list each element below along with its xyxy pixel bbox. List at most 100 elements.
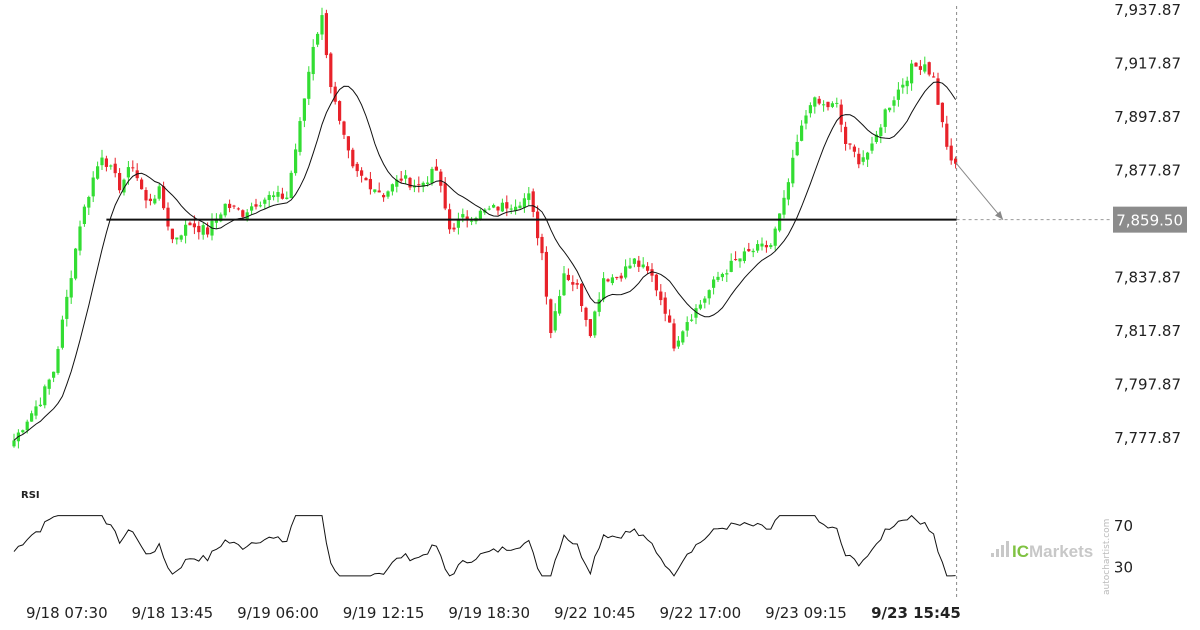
candle-up <box>861 157 865 162</box>
candle-up <box>461 214 465 218</box>
candle-down <box>140 179 144 190</box>
candle-up <box>725 273 729 275</box>
candle-up <box>870 143 874 151</box>
candle-up <box>311 46 315 75</box>
candle-up <box>404 175 408 179</box>
candle-up <box>386 191 390 197</box>
y-tick-label: 7,817.87 <box>1114 322 1181 340</box>
candle-up <box>874 134 878 142</box>
candle-down <box>333 86 337 102</box>
candle-down <box>408 177 412 188</box>
candle-up <box>47 379 51 389</box>
candle-up <box>773 228 777 246</box>
candle-down <box>932 76 936 78</box>
candle-up <box>830 103 834 107</box>
logo-bars-icon <box>991 541 1009 557</box>
candle-down <box>166 207 170 227</box>
candle-down <box>192 223 196 228</box>
candle-up <box>720 273 724 278</box>
candle-up <box>786 182 790 200</box>
candle-up <box>153 198 157 204</box>
candle-down <box>496 206 500 211</box>
candle-down <box>747 248 751 252</box>
candle-down <box>280 193 284 199</box>
candle-up <box>901 84 905 88</box>
candle-down <box>232 205 236 207</box>
candle-up <box>514 206 518 211</box>
candle-up <box>272 195 276 198</box>
current-price-label: 7,859.50 <box>1116 212 1183 230</box>
candle-down <box>954 158 958 164</box>
candle-down <box>351 149 355 167</box>
candle-up <box>716 276 720 280</box>
candle-up <box>866 152 870 160</box>
candle-up <box>624 266 628 278</box>
candle-up <box>456 218 460 228</box>
icmarkets-logo: ICMarkets autochartist.com <box>991 519 1112 595</box>
candle-up <box>742 251 746 261</box>
candle-down <box>342 121 346 135</box>
candle-up <box>184 224 188 236</box>
candle-down <box>826 101 830 108</box>
x-tick-label: 9/18 13:45 <box>132 604 214 622</box>
candle-down <box>360 170 364 176</box>
y-tick-label: 7,917.87 <box>1114 55 1181 73</box>
candle-up <box>100 157 104 166</box>
candle-up <box>760 243 764 247</box>
candle-down <box>566 274 570 281</box>
candle-up <box>778 213 782 231</box>
candle-down <box>672 323 676 349</box>
candle-up <box>82 206 86 225</box>
candle-up <box>52 371 56 378</box>
autochartist-watermark: autochartist.com <box>1102 519 1112 595</box>
candle-up <box>558 296 562 314</box>
candle-down <box>206 227 210 235</box>
candle-up <box>87 196 91 208</box>
candle-up <box>267 194 271 200</box>
candle-up <box>294 149 298 174</box>
moving-average-line <box>13 81 957 441</box>
candle-up <box>219 214 223 222</box>
candle-down <box>368 178 372 190</box>
candle-up <box>38 404 42 407</box>
candle-up <box>795 141 799 156</box>
current-price-tag: 7,859.50 <box>1113 206 1187 233</box>
candle-up <box>157 186 161 199</box>
x-tick-label: 9/18 07:30 <box>26 604 108 622</box>
y-tick-label: 7,837.87 <box>1114 269 1181 287</box>
candle-up <box>500 202 504 212</box>
x-tick-label: 9/23 09:15 <box>765 604 847 622</box>
candle-down <box>940 102 944 123</box>
candle-up <box>835 102 839 104</box>
candle-down <box>584 307 588 320</box>
candle-down <box>452 227 456 230</box>
candle-up <box>632 258 636 264</box>
candle-up <box>628 265 632 269</box>
candle-down <box>228 203 232 208</box>
candle-up <box>522 198 526 208</box>
candle-up <box>694 308 698 318</box>
logo-bar <box>991 553 994 557</box>
rsi-level-label: 30 <box>1114 559 1133 577</box>
candle-down <box>434 166 438 171</box>
candle-up <box>56 349 60 373</box>
candle-down <box>382 194 386 198</box>
candle-up <box>430 168 434 184</box>
candle-down <box>857 153 861 165</box>
logo-text: ICMarkets <box>1012 542 1093 561</box>
candlestick-series <box>12 7 958 449</box>
logo-text-markets: Markets <box>1029 542 1093 561</box>
candle-down <box>364 177 368 181</box>
candle-up <box>707 290 711 299</box>
candle-down <box>606 279 610 282</box>
candle-up <box>65 296 69 319</box>
candle-up <box>390 184 394 192</box>
candle-up <box>316 33 320 45</box>
candle-down <box>188 222 192 226</box>
candle-up <box>923 64 927 72</box>
candle-up <box>470 220 474 222</box>
candle-up <box>307 71 311 99</box>
candle-down <box>637 260 641 267</box>
candle-up <box>285 197 289 200</box>
candle-down <box>580 283 584 307</box>
